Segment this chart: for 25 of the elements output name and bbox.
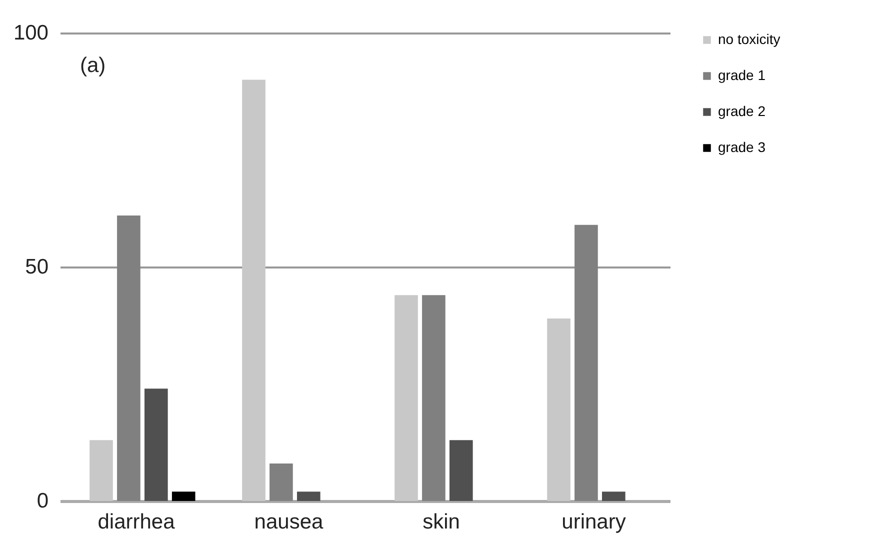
legend-label: grade 3 [718,139,766,155]
bar [449,440,473,501]
legend-label: grade 1 [718,67,766,83]
legend-label: no toxicity [718,31,780,47]
bar [90,440,113,501]
bar [547,318,570,501]
y-tick-label: 50 [25,256,48,278]
x-tick-label: skin [422,510,460,534]
bar [242,80,266,501]
x-tick-label: urinary [562,510,626,534]
y-tick-label: 0 [36,490,48,512]
bar [117,216,140,501]
bar [422,295,446,501]
bar [270,464,293,501]
y-tick-label: 100 [13,22,48,44]
bar [172,492,196,501]
bar [574,224,598,501]
bar [144,388,168,501]
bar [394,295,418,501]
bar [602,492,626,501]
x-tick-label: nausea [254,510,324,534]
legend-label: grade 2 [718,103,766,119]
bar [296,492,320,501]
annotation: (a) [80,54,106,77]
x-tick-label: diarrhea [98,510,176,534]
